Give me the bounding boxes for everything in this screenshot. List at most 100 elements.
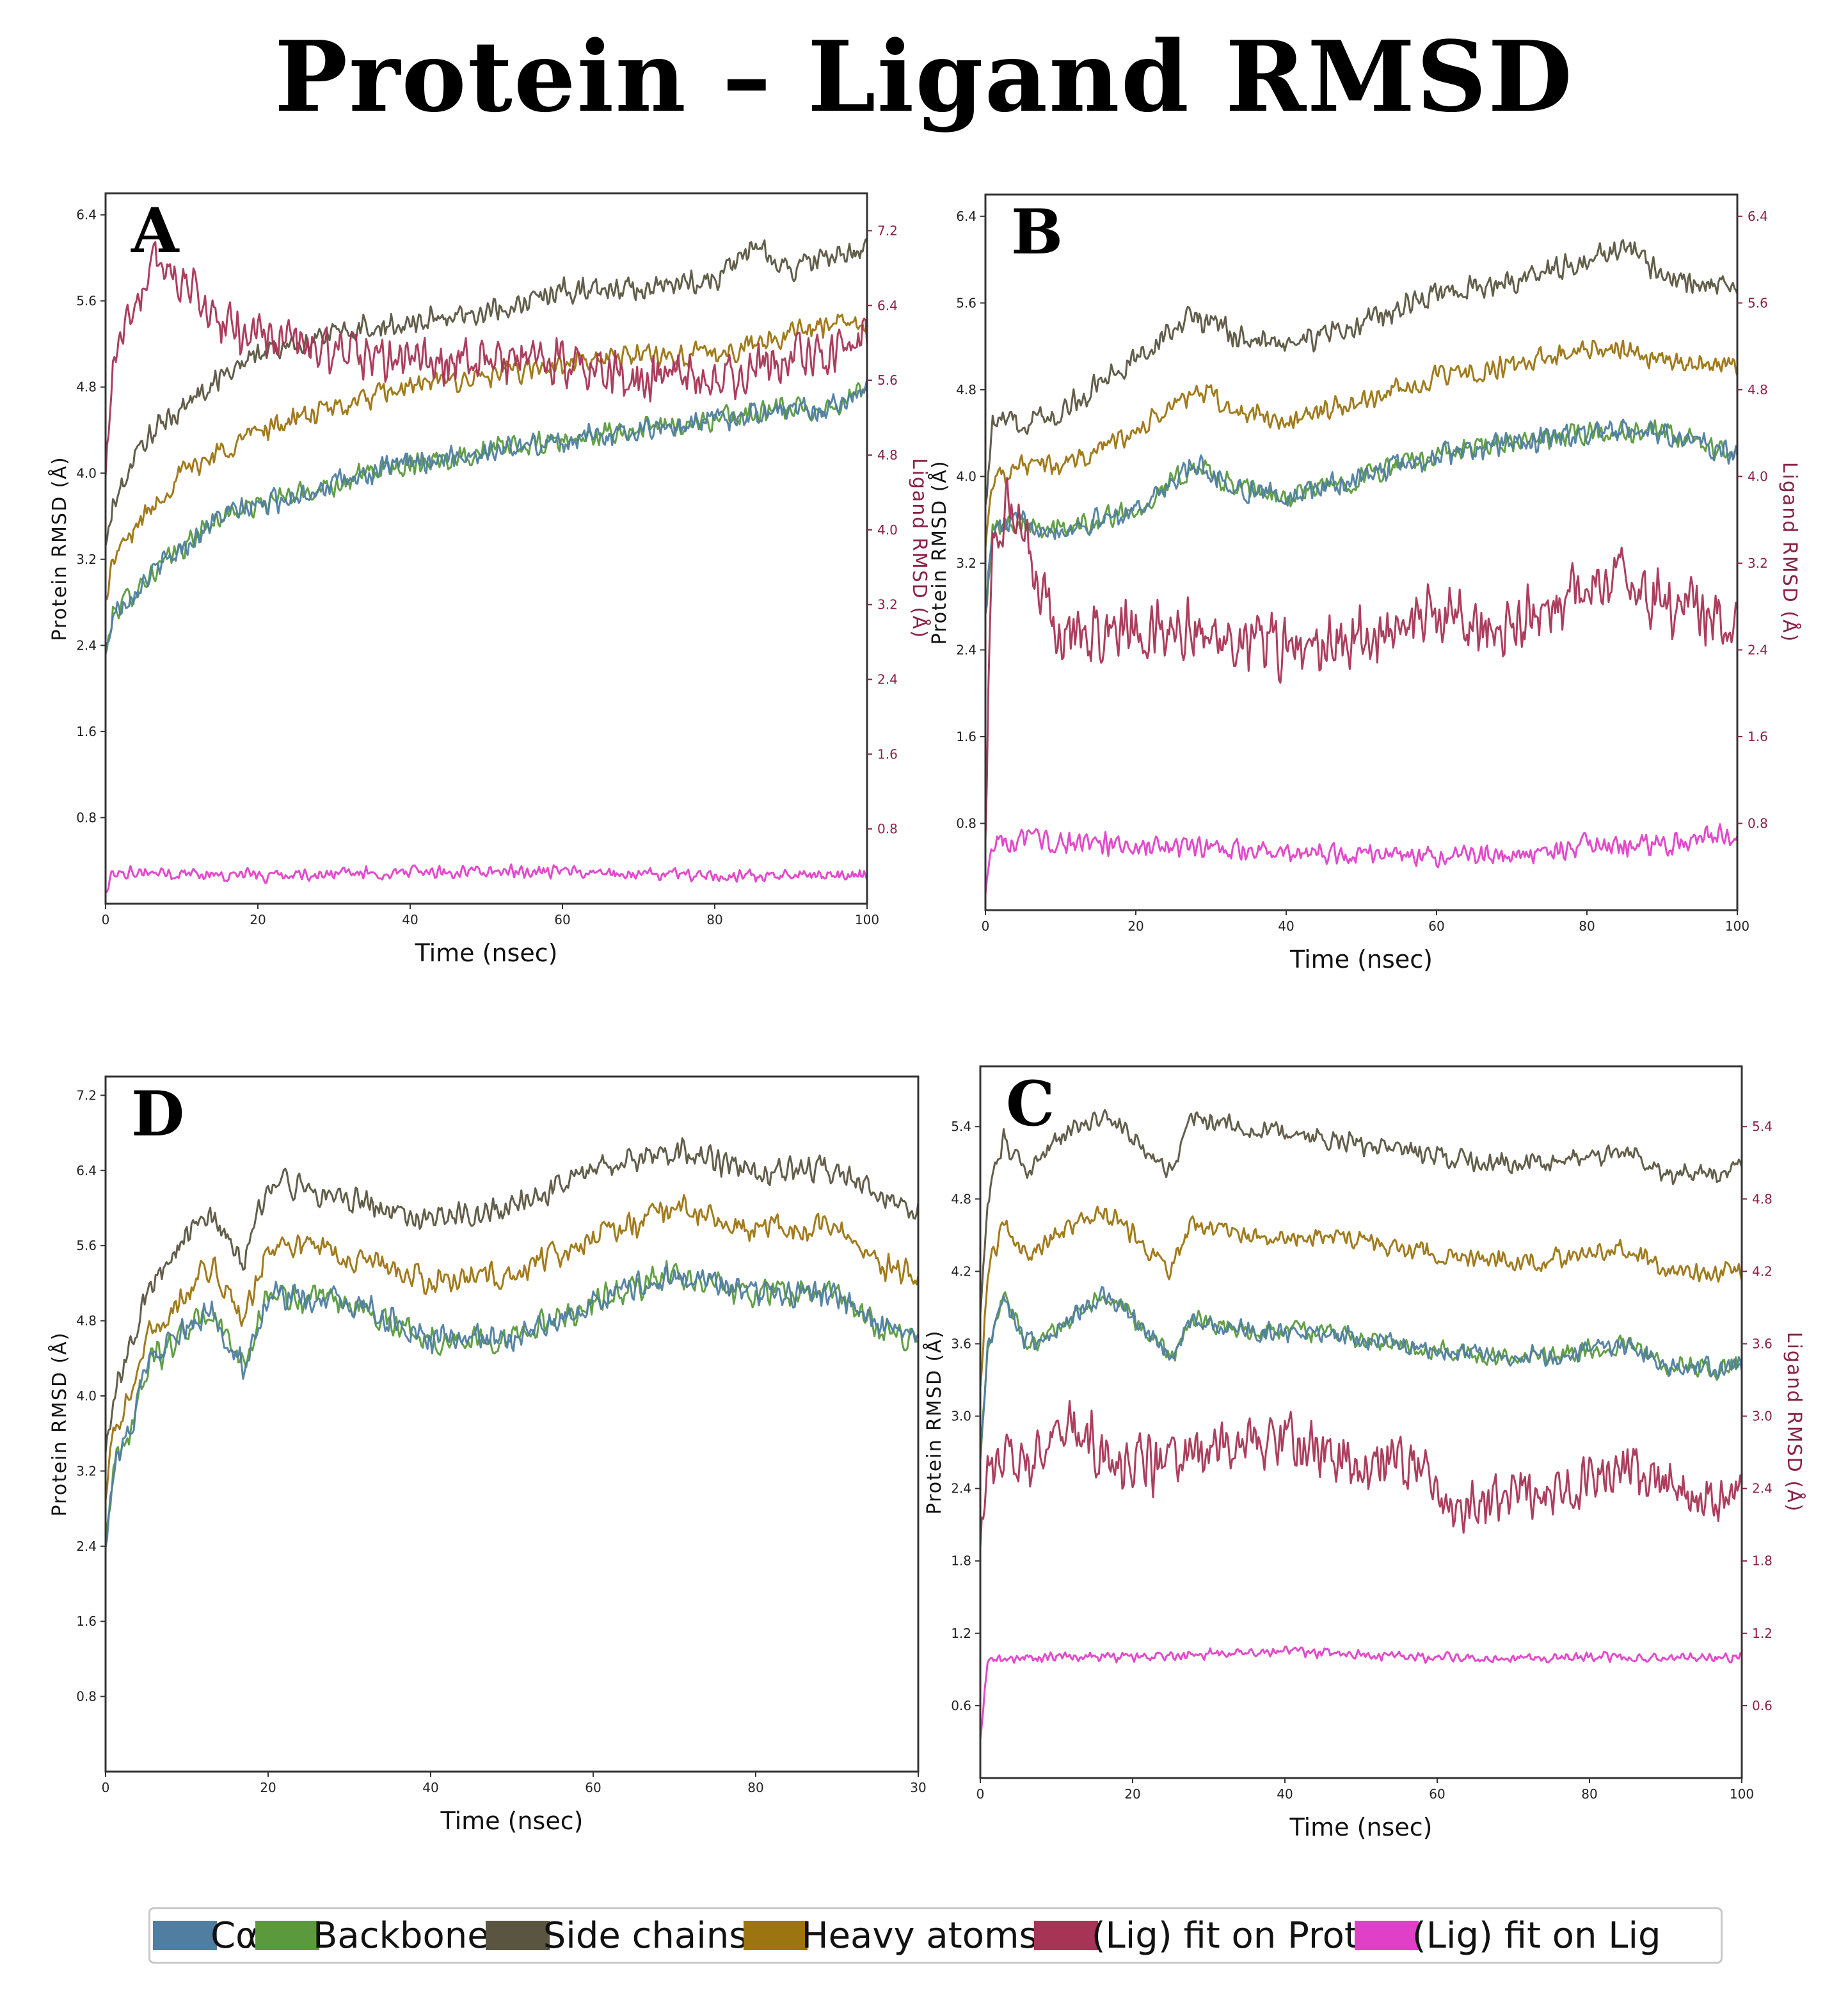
panel-a-x-axis-label: Time (nsec): [415, 939, 558, 967]
panel-b-y2tick-label: 5.6: [1748, 295, 1768, 310]
panel-c-y2tick-label: 5.4: [1752, 1119, 1772, 1134]
panel-c-xtick-label: 60: [1429, 1786, 1445, 1802]
panel-d-series-backbone: [106, 1260, 918, 1548]
panel-a-ytick-label: 2.4: [76, 637, 97, 653]
panel-c-chart: 0 20 40 60 80 100 0.6 1.2 1.8 2.4 3.0 3.6 4.2 4.8 5.4 0…: [923, 1065, 1806, 1841]
panel-b-series-c: [985, 419, 1737, 614]
panel-c-xtick-label: 0: [976, 1786, 985, 1802]
panel-b-ytick-label: 0.8: [956, 815, 976, 831]
panel-a-ytick-label: 4.0: [76, 465, 97, 481]
legend-item-c: Cα: [153, 1909, 259, 1962]
panel-d-series-c: [106, 1265, 918, 1548]
panel-c-x-axis-label: Time (nsec): [1289, 1813, 1433, 1841]
panel-a-xtick-label: 60: [554, 912, 570, 927]
panel-b-series-lig-fit-on-prot: [985, 477, 1737, 841]
panel-c-ytick-label: 2.4: [951, 1481, 971, 1496]
panel-b-xtick-label: 20: [1127, 918, 1143, 934]
legend-item-heavy-atoms: Heavy atoms: [744, 1909, 1038, 1962]
panel-d-series-side-chains: [106, 1137, 918, 1454]
panel-d-ytick-label: 3.2: [76, 1463, 97, 1478]
panel-d-xtick-label: 30: [910, 1780, 926, 1795]
panel-a-y2tick-label: 3.2: [877, 597, 898, 613]
panel-d-xtick-label: 20: [260, 1780, 276, 1795]
panel-c-y-axis-label: Protein RMSD (Å): [923, 1329, 946, 1514]
panel-b-y2-axis-label: Ligand RMSD (Å): [1778, 462, 1801, 643]
legend-swatch: [744, 1921, 808, 1950]
panel-a-ytick-label: 6.4: [76, 207, 97, 223]
legend-label: Cα: [211, 1914, 260, 1957]
panel-c-letter: C: [1006, 1068, 1055, 1140]
panel-c-xtick-label: 20: [1124, 1786, 1140, 1802]
legend-item-side-chains: Side chains: [485, 1909, 747, 1962]
panel-d-chart: 0 20 40 60 80 30 0.8 1.6 2.4 3.2 4.0 4.8 5.6 6.4 7.2 Ti…: [48, 1075, 927, 1835]
panel-a-ytick-label: 4.8: [76, 380, 97, 395]
panel-b-xtick-label: 80: [1579, 918, 1595, 934]
panel-a-y2-axis-label: Ligand RMSD (Å): [908, 458, 931, 639]
panel-a-series-lig-fit-on-lig: [106, 863, 867, 893]
panel-c-y2tick-label: 3.0: [1752, 1409, 1772, 1424]
legend-swatch: [1354, 1921, 1419, 1950]
panel-b-ytick-label: 4.8: [956, 382, 976, 397]
panel-a-chart: 0 20 40 60 80 100 0.8 1.6 2.4 3.2 4.0 4.8 5.6 6.4 0.8 1…: [48, 192, 931, 967]
panel-c-ytick-label: 1.8: [951, 1553, 971, 1569]
panel-b-y2tick-label: 2.4: [1748, 642, 1768, 657]
panel-a-xtick-label: 20: [250, 912, 266, 927]
panel-c-ytick-label: 3.6: [951, 1336, 971, 1351]
panel-a-y2tick-label: 2.4: [877, 671, 898, 687]
legend-label: (Lig) fit on Lig: [1412, 1914, 1661, 1957]
panel-c-ytick-label: 4.2: [951, 1263, 971, 1279]
panel-d-ytick-label: 5.6: [76, 1238, 97, 1253]
panel-b-xtick-label: 0: [982, 918, 990, 934]
panel-b-xtick-label: 60: [1428, 918, 1444, 934]
panel-b-letter: B: [1011, 196, 1063, 268]
panel-d-ytick-label: 0.8: [76, 1689, 97, 1704]
panel-c-y2tick-label: 1.8: [1752, 1553, 1772, 1569]
panel-a-xtick-label: 80: [706, 912, 722, 927]
legend-swatch: [1033, 1921, 1098, 1950]
panel-c-series-heavy-atoms: [980, 1205, 1742, 1388]
panel-c-series-backbone: [980, 1291, 1742, 1461]
panel-a-y2tick-label: 7.2: [877, 223, 898, 238]
panel-c-ytick-label: 5.4: [951, 1119, 971, 1134]
legend-label: Backbone: [313, 1914, 490, 1957]
panel-b-plot-frame: [984, 193, 1739, 911]
panel-d-xtick-label: 80: [747, 1780, 763, 1795]
panel-c-series-lig-fit-on-prot: [980, 1400, 1742, 1548]
legend-item-lig-fit-on-prot: (Lig) fit on Prot: [1033, 1909, 1358, 1962]
panel-b-y2tick-label: 1.6: [1748, 729, 1768, 744]
legend-label: (Lig) fit on Prot: [1091, 1914, 1358, 1957]
figure-title: Protein – Ligand RMSD: [274, 19, 1574, 134]
panel-a-xtick-label: 100: [855, 912, 879, 927]
panel-a-y2tick-label: 4.0: [877, 522, 898, 538]
panel-a-xtick-label: 0: [102, 912, 110, 927]
panel-a-series-heavy-atoms: [106, 314, 867, 601]
panel-b-xtick-label: 40: [1278, 918, 1294, 934]
legend-swatch: [255, 1921, 320, 1950]
panel-d-plot-frame: [104, 1075, 920, 1773]
legend-label: Heavy atoms: [801, 1914, 1038, 1957]
panel-d-y-axis-label: Protein RMSD (Å): [48, 1331, 71, 1516]
panel-c-y2tick-label: 4.8: [1752, 1191, 1772, 1206]
panel-c-y2tick-label: 2.4: [1752, 1481, 1772, 1496]
panel-d-ytick-label: 4.8: [76, 1313, 97, 1329]
panel-b-series-group: [985, 239, 1737, 895]
legend: Cα Backbone Side chains Heavy atoms (Lig) fi…: [148, 1907, 1723, 1964]
panel-d-ytick-label: 1.6: [76, 1614, 97, 1629]
panel-a-series-c: [106, 378, 867, 654]
panel-b-y2tick-label: 4.0: [1748, 469, 1768, 484]
panel-b-series-lig-fit-on-lig: [985, 823, 1737, 895]
legend-swatch: [153, 1921, 217, 1950]
panel-d-x-axis-label: Time (nsec): [440, 1807, 584, 1835]
panel-b-y-axis-label: Protein RMSD (Å): [928, 460, 951, 645]
legend-item-backbone: Backbone: [255, 1909, 490, 1962]
panel-b-ytick-label: 6.4: [956, 209, 976, 224]
panel-c-y2tick-label: 3.6: [1752, 1336, 1772, 1351]
panel-b-chart: 0 20 40 60 80 100 0.8 1.6 2.4 3.2 4.0 4.8 5.6 6.4 0.8 1…: [928, 193, 1801, 973]
panel-b-y2tick-label: 3.2: [1748, 556, 1768, 571]
panel-d-series-group: [106, 1137, 918, 1548]
panel-b-ytick-label: 5.6: [956, 295, 976, 310]
panel-c-series-side-chains: [980, 1109, 1742, 1315]
panel-a-plot-frame: [104, 192, 868, 905]
panel-b-ytick-label: 1.6: [956, 729, 976, 744]
panel-c-ytick-label: 0.6: [951, 1698, 971, 1713]
